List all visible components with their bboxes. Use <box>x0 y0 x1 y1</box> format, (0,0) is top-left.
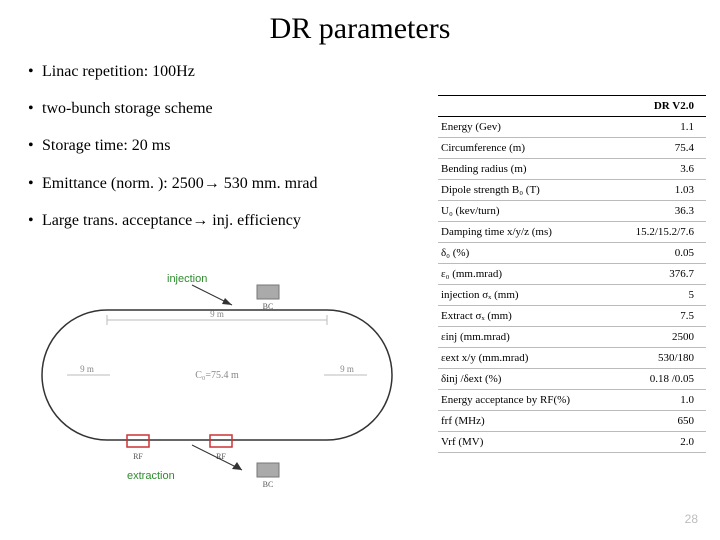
table-row: frf (MHz)650 <box>438 411 706 432</box>
param-label: Dipole strength B₀ (T) <box>438 180 612 201</box>
ring-diagram: C₀=75.4 m 9 m 9 m 9 m injection BC RF RF… <box>32 265 412 495</box>
table-row: Energy (Gev)1.1 <box>438 117 706 138</box>
table-row: δinj /δext (%)0.18 /0.05 <box>438 369 706 390</box>
table-row: ε₀ (mm.mrad)376.7 <box>438 264 706 285</box>
param-value: 3.6 <box>612 159 706 180</box>
param-label: Damping time x/y/z (ms) <box>438 222 612 243</box>
param-value: 75.4 <box>612 138 706 159</box>
table-row: Energy acceptance by RF(%)1.0 <box>438 390 706 411</box>
dim-left-label: 9 m <box>80 364 94 374</box>
table-row: δ₀ (%)0.05 <box>438 243 706 264</box>
parameter-table: DR V2.0 Energy (Gev)1.1 Circumference (m… <box>438 95 706 453</box>
param-value: 2500 <box>612 327 706 348</box>
param-value: 0.05 <box>612 243 706 264</box>
param-label: injection σₓ (mm) <box>438 285 612 306</box>
table-row: εinj (mm.mrad)2500 <box>438 327 706 348</box>
param-label: εinj (mm.mrad) <box>438 327 612 348</box>
param-label: Energy acceptance by RF(%) <box>438 390 612 411</box>
page-title: DR parameters <box>0 0 720 54</box>
extraction-label: extraction <box>127 470 175 482</box>
param-label: Circumference (m) <box>438 138 612 159</box>
bullet-item: Emittance (norm. ): 2500→ 530 mm. mrad <box>28 174 438 193</box>
dim-top-label: 9 m <box>210 309 224 319</box>
param-value: 2.0 <box>612 432 706 453</box>
param-label: U₀ (kev/turn) <box>438 201 612 222</box>
table-row: Bending radius (m)3.6 <box>438 159 706 180</box>
param-value: 376.7 <box>612 264 706 285</box>
param-value: 5 <box>612 285 706 306</box>
bullet-item: Large trans. acceptance→ inj. efficiency <box>28 211 438 230</box>
param-label: Energy (Gev) <box>438 117 612 138</box>
param-value: 1.03 <box>612 180 706 201</box>
table-header: DR V2.0 <box>612 96 706 117</box>
param-value: 15.2/15.2/7.6 <box>612 222 706 243</box>
bullet-item: Storage time: 20 ms <box>28 136 438 155</box>
param-value: 36.3 <box>612 201 706 222</box>
param-label: δ₀ (%) <box>438 243 612 264</box>
param-value: 650 <box>612 411 706 432</box>
rf-left-box <box>127 435 149 447</box>
param-label: Vrf (MV) <box>438 432 612 453</box>
param-value: 1.0 <box>612 390 706 411</box>
table-row: Dipole strength B₀ (T)1.03 <box>438 180 706 201</box>
param-label: Bending radius (m) <box>438 159 612 180</box>
param-label: δinj /δext (%) <box>438 369 612 390</box>
table-row: Vrf (MV)2.0 <box>438 432 706 453</box>
bc-bottom-box <box>257 463 279 477</box>
param-value: 0.18 /0.05 <box>612 369 706 390</box>
injection-label: injection <box>167 273 207 285</box>
bc-top-label: BC <box>263 302 274 311</box>
bullet-item: two-bunch storage scheme <box>28 99 438 118</box>
rf-left-label: RF <box>133 452 143 461</box>
table-row: εext x/y (mm.mrad)530/180 <box>438 348 706 369</box>
param-label: ε₀ (mm.mrad) <box>438 264 612 285</box>
param-value: 1.1 <box>612 117 706 138</box>
param-value: 7.5 <box>612 306 706 327</box>
bullet-list: Linac repetition: 100Hz two-bunch storag… <box>28 62 438 248</box>
table-row: Damping time x/y/z (ms)15.2/15.2/7.6 <box>438 222 706 243</box>
bc-top-box <box>257 285 279 299</box>
table-row: Circumference (m)75.4 <box>438 138 706 159</box>
bullet-item: Linac repetition: 100Hz <box>28 62 438 81</box>
table-row: U₀ (kev/turn)36.3 <box>438 201 706 222</box>
param-label: frf (MHz) <box>438 411 612 432</box>
param-value: 530/180 <box>612 348 706 369</box>
param-label: Extract σₓ (mm) <box>438 306 612 327</box>
rf-right-box <box>210 435 232 447</box>
bc-bottom-label: BC <box>263 480 274 489</box>
table-header-row: DR V2.0 <box>438 96 706 117</box>
table-row: injection σₓ (mm)5 <box>438 285 706 306</box>
param-label: εext x/y (mm.mrad) <box>438 348 612 369</box>
circumference-label: C₀=75.4 m <box>195 370 239 381</box>
dim-right-label: 9 m <box>340 364 354 374</box>
table-row: Extract σₓ (mm)7.5 <box>438 306 706 327</box>
page-number: 28 <box>685 512 698 526</box>
